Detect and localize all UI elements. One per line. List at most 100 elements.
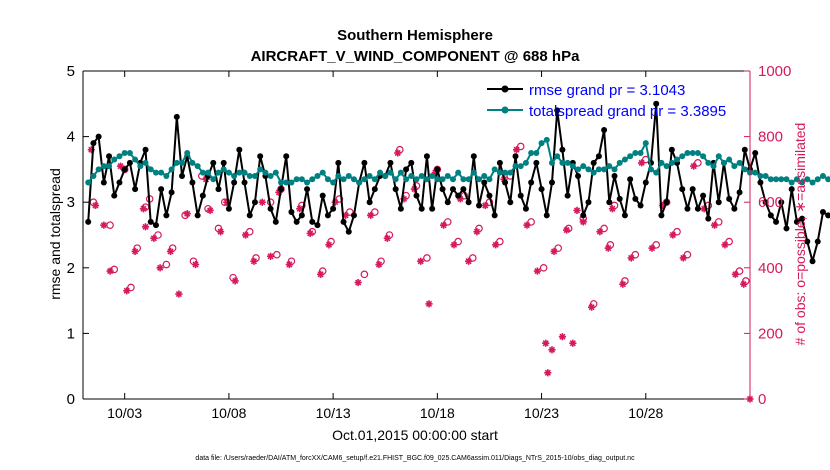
- totalspread-point: [606, 163, 613, 170]
- obs-assimilated-stroke: [450, 241, 458, 248]
- obs-assimilated-stroke: [680, 254, 687, 262]
- obs-assimilated-marker: [285, 260, 293, 269]
- obs-assimilated-marker: [492, 241, 500, 249]
- totalspread-point: [350, 176, 357, 183]
- totalspread-point: [814, 176, 821, 183]
- totalspread-point: [418, 172, 425, 179]
- totalspread-point: [387, 169, 394, 176]
- rmse-point: [335, 159, 342, 166]
- totalspread-point: [705, 159, 712, 166]
- totalspread-point: [585, 166, 592, 173]
- obs-possible-marker: [423, 254, 431, 262]
- y-tick-label-left: 0: [67, 391, 75, 408]
- totalspread-point: [819, 172, 826, 179]
- totalspread-point: [137, 163, 144, 170]
- totalspread-point: [345, 172, 352, 179]
- obs-assimilated-stroke: [609, 205, 616, 212]
- obs-possible-marker: [673, 227, 681, 236]
- rmse-point: [773, 218, 780, 225]
- totalspread-point: [319, 169, 326, 176]
- obs-assimilated-marker: [731, 270, 740, 278]
- totalspread-point: [825, 176, 830, 183]
- totalspread-point: [486, 176, 493, 183]
- rmse-point: [449, 186, 456, 193]
- obs-assimilated-stroke: [580, 218, 587, 225]
- obs-assimilated-stroke: [690, 163, 697, 170]
- y-tick-label-left: 3: [67, 194, 75, 211]
- rmse-point: [225, 205, 232, 212]
- totalspread-point: [465, 176, 472, 183]
- rmse-point: [799, 215, 806, 222]
- rmse-point: [741, 146, 748, 153]
- rmse-point: [767, 212, 774, 219]
- totalspread-point: [434, 176, 441, 183]
- x-tick-label: 10/18: [420, 405, 455, 421]
- obs-possible-marker: [154, 231, 162, 239]
- obs-assimilated-marker: [106, 267, 114, 275]
- totalspread-point: [392, 176, 399, 183]
- totalspread-point: [736, 159, 743, 166]
- obs-assimilated-marker: [669, 231, 677, 239]
- obs-assimilated-marker: [150, 234, 158, 242]
- rmse-point: [257, 153, 264, 160]
- totalspread-point: [502, 169, 509, 176]
- obs-assimilated-stroke: [605, 245, 612, 252]
- obs-assimilated-stroke: [175, 290, 182, 298]
- totalspread-point: [507, 169, 514, 176]
- totalspread-point: [517, 163, 524, 170]
- obs-assimilated-stroke: [117, 163, 124, 170]
- rmse-point: [231, 179, 238, 186]
- totalspread-point: [220, 166, 227, 173]
- totalspread-point: [152, 169, 159, 176]
- obs-assimilated-marker: [721, 241, 729, 249]
- rmse-point: [199, 192, 206, 199]
- totalspread-point: [330, 179, 337, 186]
- obs-possible-marker: [714, 218, 723, 226]
- obs-assimilated-stroke: [425, 300, 433, 307]
- rmse-point: [168, 189, 175, 196]
- rmse-point: [559, 146, 566, 153]
- totalspread-point: [262, 169, 269, 176]
- obs-assimilated-marker: [608, 205, 617, 213]
- obs-assimilated-marker: [456, 195, 464, 203]
- totalspread-point: [184, 150, 191, 156]
- rmse-point: [601, 127, 608, 134]
- totalspread-point: [309, 176, 316, 183]
- rmse-point: [715, 199, 722, 206]
- rmse-point: [397, 205, 404, 212]
- obs-assimilated-marker: [216, 228, 225, 236]
- rmse-point: [522, 205, 529, 212]
- obs-possible-marker: [371, 208, 379, 216]
- obs-possible-marker: [631, 250, 640, 259]
- totalspread-point: [627, 153, 634, 160]
- totalspread-point: [382, 172, 389, 179]
- obs-assimilated-stroke: [711, 222, 718, 229]
- totalspread-point: [731, 163, 738, 170]
- obs-possible-marker: [245, 227, 254, 236]
- obs-assimilated-stroke: [550, 248, 558, 255]
- obs-assimilated-stroke: [465, 258, 472, 265]
- rmse-point: [403, 166, 410, 173]
- totalspread-point: [460, 176, 467, 183]
- y-tick-label-left: 5: [67, 63, 75, 80]
- obs-assimilated-marker: [266, 252, 275, 260]
- chart-title-line2: AIRCRAFT_V_WIND_COMPONENT @ 688 hPa: [251, 48, 581, 65]
- obs-possible-marker: [527, 218, 535, 226]
- obs-assimilated-stroke: [100, 222, 107, 229]
- rmse-point: [658, 212, 665, 219]
- totalspread-point: [361, 176, 368, 183]
- totalspread-point: [272, 169, 279, 176]
- totalspread-point: [246, 172, 253, 179]
- rmse-point: [548, 179, 555, 186]
- x-tick-label: 10/28: [628, 405, 663, 421]
- rmse-point: [142, 146, 149, 153]
- obs-assimilated-marker: [573, 206, 581, 214]
- totalspread-point: [293, 176, 300, 183]
- y-tick-label-right: 800: [758, 129, 783, 146]
- totalspread-point: [569, 163, 576, 170]
- rmse-point: [814, 238, 821, 245]
- obs-assimilated-stroke: [548, 346, 556, 353]
- totalspread-point: [611, 166, 618, 173]
- obs-assimilated-marker: [250, 257, 258, 265]
- obs-assimilated-marker: [123, 287, 131, 295]
